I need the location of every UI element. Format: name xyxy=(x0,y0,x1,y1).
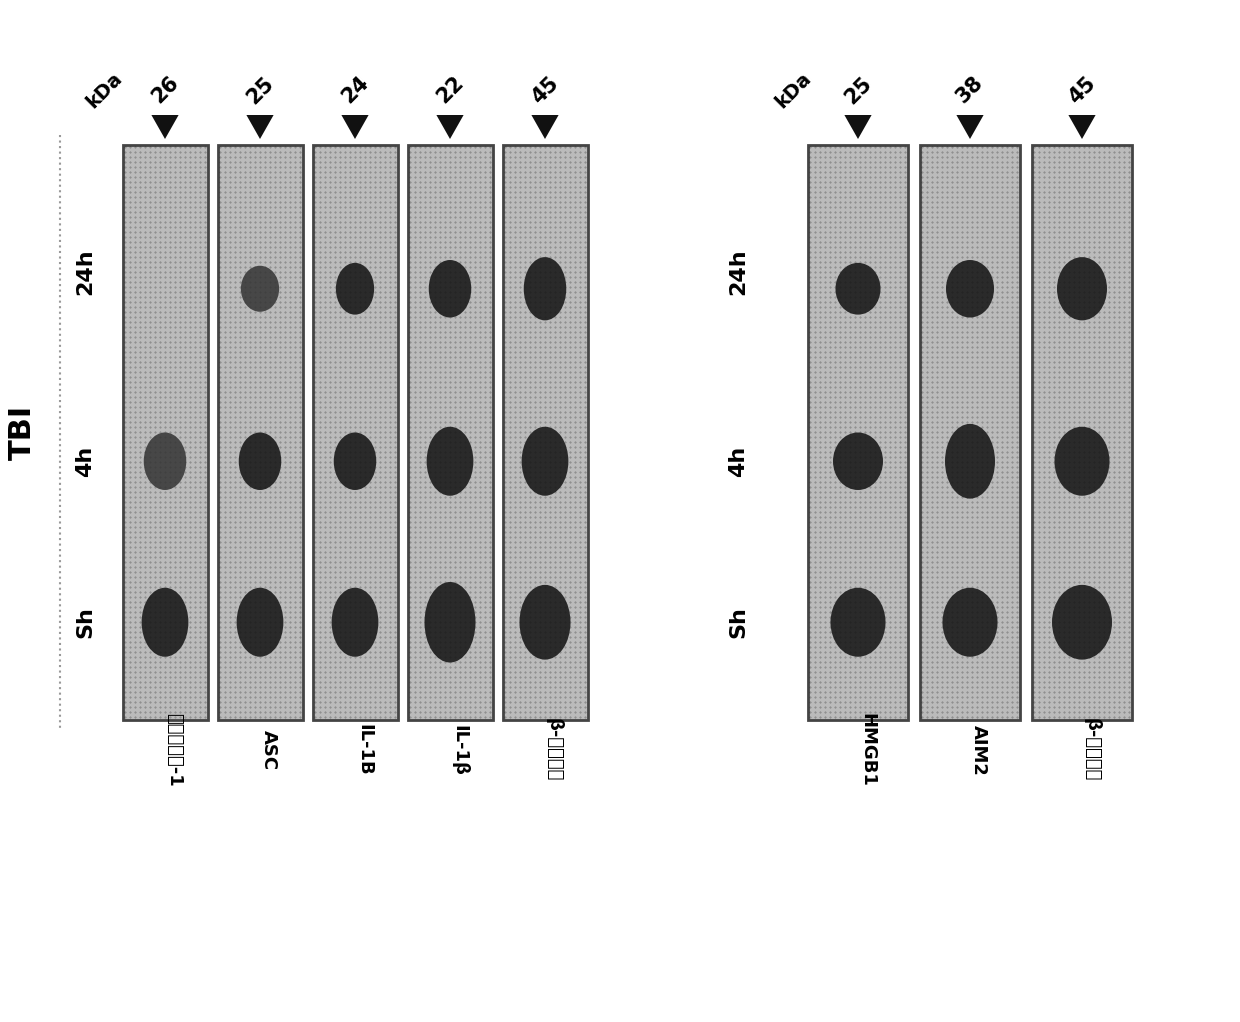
Ellipse shape xyxy=(427,427,474,496)
Polygon shape xyxy=(436,115,464,139)
Bar xyxy=(808,145,908,721)
Ellipse shape xyxy=(239,432,281,490)
Text: 45: 45 xyxy=(528,73,563,107)
Bar xyxy=(502,145,588,721)
Text: IL-1B: IL-1B xyxy=(355,725,373,776)
Ellipse shape xyxy=(334,432,376,490)
Ellipse shape xyxy=(141,588,188,657)
Ellipse shape xyxy=(331,588,378,657)
Ellipse shape xyxy=(523,258,567,320)
Polygon shape xyxy=(532,115,558,139)
Text: TBI: TBI xyxy=(7,405,36,460)
Ellipse shape xyxy=(520,585,570,659)
Ellipse shape xyxy=(424,582,475,662)
Polygon shape xyxy=(1069,115,1096,139)
Ellipse shape xyxy=(429,260,471,318)
Text: kDa: kDa xyxy=(83,68,126,111)
Text: 25: 25 xyxy=(841,73,875,107)
Polygon shape xyxy=(844,115,872,139)
Text: kDa: kDa xyxy=(771,68,815,111)
Ellipse shape xyxy=(237,588,284,657)
Ellipse shape xyxy=(522,427,568,496)
Bar xyxy=(123,145,207,721)
Text: β-肌动蛋白: β-肌动蛋白 xyxy=(546,718,563,782)
Ellipse shape xyxy=(1056,258,1107,320)
Text: 45: 45 xyxy=(1065,73,1100,107)
Bar xyxy=(312,145,398,721)
Bar xyxy=(408,145,492,721)
Polygon shape xyxy=(956,115,983,139)
Bar xyxy=(1032,145,1132,721)
Polygon shape xyxy=(151,115,179,139)
Text: 半胱天冬酶-1: 半胱天冬酶-1 xyxy=(165,713,184,787)
Bar xyxy=(920,145,1021,721)
Ellipse shape xyxy=(144,432,186,490)
Text: AIM2: AIM2 xyxy=(970,725,988,776)
Text: β-肌动蛋白: β-肌动蛋白 xyxy=(1083,718,1100,782)
Ellipse shape xyxy=(836,263,880,315)
Ellipse shape xyxy=(945,424,994,499)
Ellipse shape xyxy=(833,432,883,490)
Ellipse shape xyxy=(336,263,374,315)
Text: 25: 25 xyxy=(243,73,278,107)
Polygon shape xyxy=(341,115,368,139)
Text: 24h: 24h xyxy=(728,248,748,294)
Ellipse shape xyxy=(946,260,994,318)
Ellipse shape xyxy=(942,588,997,657)
Ellipse shape xyxy=(1054,427,1110,496)
Text: ASC: ASC xyxy=(260,730,278,770)
Text: Sh: Sh xyxy=(728,606,748,638)
Ellipse shape xyxy=(1052,585,1112,659)
Ellipse shape xyxy=(241,266,279,312)
Text: 24: 24 xyxy=(337,73,372,107)
Ellipse shape xyxy=(831,588,885,657)
Text: 38: 38 xyxy=(952,73,987,107)
Polygon shape xyxy=(247,115,274,139)
Bar xyxy=(217,145,303,721)
Text: HMGB1: HMGB1 xyxy=(858,713,875,787)
Text: 24h: 24h xyxy=(74,248,95,294)
Text: 4h: 4h xyxy=(74,446,95,477)
Text: 22: 22 xyxy=(433,73,467,107)
Text: 4h: 4h xyxy=(728,446,748,477)
Text: 26: 26 xyxy=(148,73,182,107)
Text: IL-1β: IL-1β xyxy=(450,725,467,776)
Text: Sh: Sh xyxy=(74,606,95,638)
